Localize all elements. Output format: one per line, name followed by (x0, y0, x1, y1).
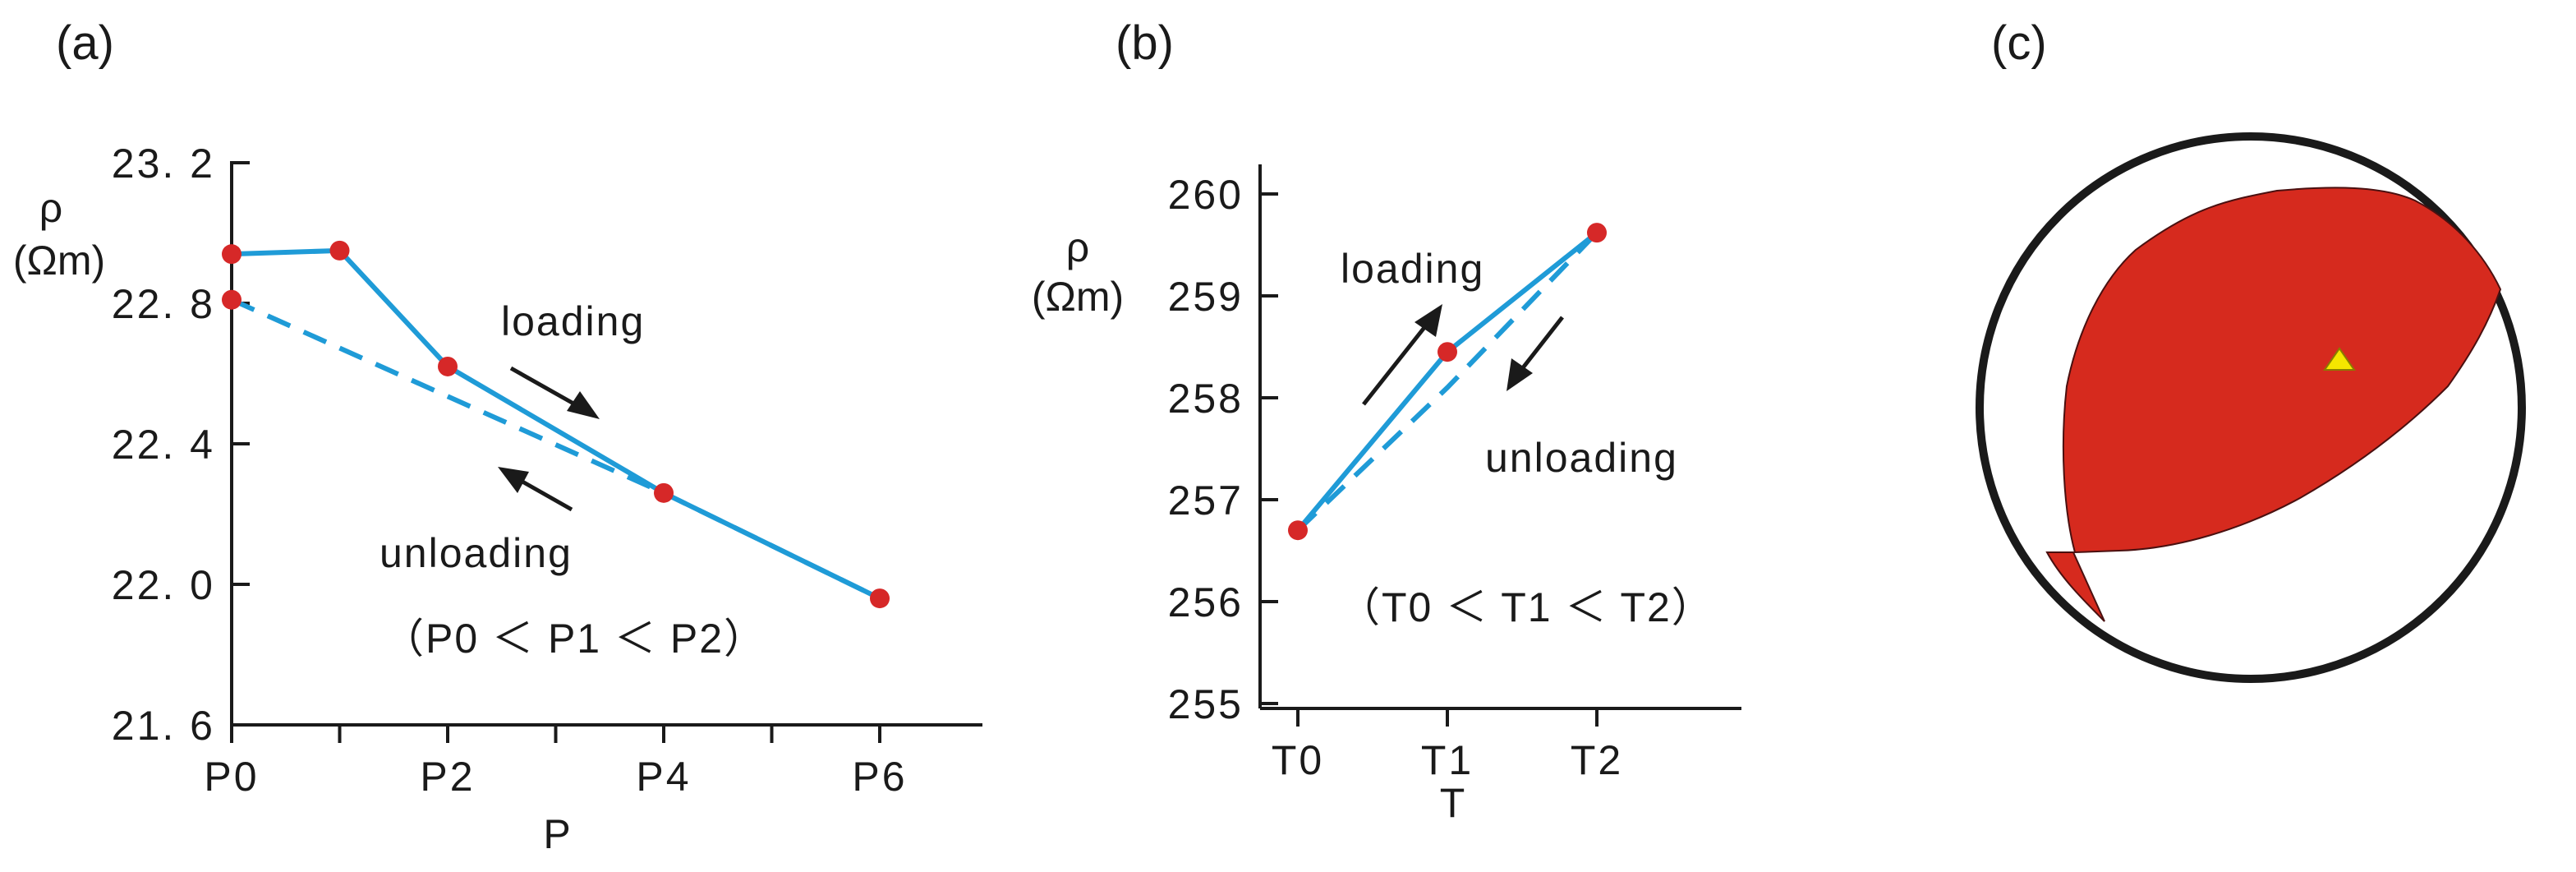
a-xtick-label: P6 (852, 754, 907, 800)
b-ytick-label: 260 (1168, 172, 1244, 218)
a-ytick-label: 22. 8 (112, 281, 215, 327)
panel-c-label: (c) (1991, 16, 2047, 70)
panel-b-xlabel: T (1440, 780, 1465, 826)
panel-b-unloading-label: unloading (1485, 435, 1678, 481)
b-xtick-label: T2 (1571, 737, 1623, 783)
a-data-point (438, 356, 458, 376)
panel-a-loading-arrow (509, 366, 600, 419)
panel-b-ylabel-unit: (Ωm) (1032, 274, 1124, 320)
compressional-sliver (2045, 551, 2105, 622)
a-data-point (222, 244, 242, 265)
a-xtick-label: P2 (420, 754, 475, 800)
panel-a-x-ticks: P0 P2 P4 P6 (204, 725, 907, 800)
panel-b-ylabel-rho: ρ (1066, 224, 1089, 270)
panel-b-unloading-arrow (1506, 316, 1564, 391)
b-xtick-label: T1 (1421, 737, 1474, 783)
a-ytick-label: 21. 6 (112, 703, 215, 749)
panel-b-label: (b) (1116, 16, 1174, 70)
a-data-point (870, 588, 890, 609)
a-data-point (329, 240, 350, 261)
panel-a-unloading-label: unloading (380, 530, 573, 576)
b-series-unloading (1295, 231, 1599, 533)
panel-b-y-ticks: 255 256 257 258 259 260 (1168, 172, 1278, 727)
panel-b-condition: （T0 ＜ T1 ＜ T2） (1339, 584, 1714, 630)
b-data-point (1288, 520, 1308, 541)
panel-a-points (222, 240, 890, 609)
station-triangle-icon (2323, 347, 2356, 371)
panel-a-unloading-arrow (498, 467, 573, 512)
panel-a-y-ticks: 21. 6 22. 0 22. 4 22. 8 23. 2 (112, 141, 250, 749)
b-xtick-label: T0 (1272, 737, 1324, 783)
compressional-quadrant (2062, 187, 2502, 554)
a-xtick-label: P0 (204, 754, 259, 800)
a-ytick-label: 23. 2 (112, 141, 215, 187)
b-ytick-label: 259 (1168, 274, 1244, 320)
panel-c: (c) (1976, 16, 2526, 683)
b-ytick-label: 257 (1168, 478, 1244, 524)
a-xtick-label: P4 (636, 754, 691, 800)
a-ytick-label: 22. 0 (112, 562, 215, 608)
b-ytick-label: 256 (1168, 579, 1244, 625)
b-ytick-label: 255 (1168, 681, 1244, 727)
b-data-point (1587, 223, 1607, 243)
panel-b: (b) ρ (Ωm) T 255 256 257 258 259 260 T0 T1 T2 l… (1032, 16, 1741, 826)
panel-a-xlabel: P (543, 811, 570, 857)
panel-a: (a) ρ (Ωm) P 21. 6 22. 0 22. 4 22. 8 23. 2 P… (13, 16, 982, 857)
a-data-point (654, 482, 674, 503)
panel-b-x-ticks: T0 T1 T2 (1272, 708, 1623, 783)
a-data-point (222, 289, 242, 310)
a-ytick-label: 22. 4 (112, 422, 215, 468)
panel-a-ylabel-unit: (Ωm) (13, 238, 105, 284)
panel-a-condition: （P0 ＜ P1 ＜ P2） (383, 616, 766, 662)
panel-b-loading-label: loading (1341, 246, 1484, 292)
panel-a-loading-label: loading (501, 298, 645, 344)
panel-a-label: (a) (56, 16, 114, 70)
panel-b-loading-arrow (1362, 304, 1442, 406)
b-data-point (1438, 342, 1457, 362)
panel-a-ylabel-rho: ρ (39, 185, 62, 231)
panel-b-points (1288, 223, 1607, 541)
b-ytick-label: 258 (1168, 376, 1244, 422)
